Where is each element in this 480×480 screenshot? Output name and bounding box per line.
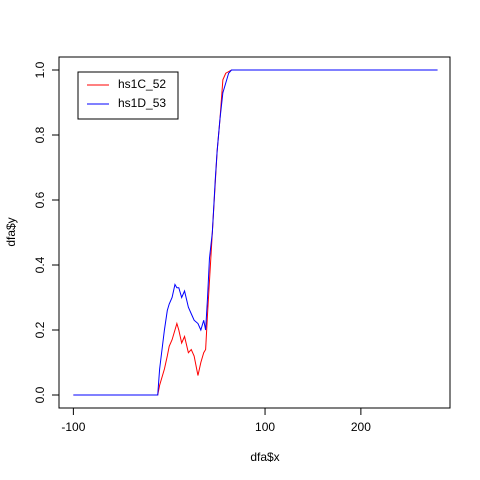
series-line — [73, 69, 438, 396]
x-axis-label: dfa$x — [250, 450, 279, 464]
x-tick-label: -100 — [61, 420, 85, 434]
y-tick-label: 0.4 — [33, 256, 47, 273]
legend-label: hs1D_53 — [118, 96, 166, 110]
x-tick-label: 100 — [255, 420, 275, 434]
plot-frame — [58, 56, 451, 409]
y-tick-label: 0.0 — [33, 386, 47, 403]
y-tick-label: 0.2 — [33, 321, 47, 338]
legend-label: hs1C_52 — [118, 77, 166, 91]
y-tick-label: 0.8 — [33, 126, 47, 143]
x-tick-label: 200 — [351, 420, 371, 434]
y-tick-label: 0.6 — [33, 191, 47, 208]
series-line — [73, 69, 438, 396]
y-tick-label: 1.0 — [33, 61, 47, 78]
y-axis-label: dfa$y — [4, 217, 18, 246]
legend-box — [77, 71, 179, 120]
